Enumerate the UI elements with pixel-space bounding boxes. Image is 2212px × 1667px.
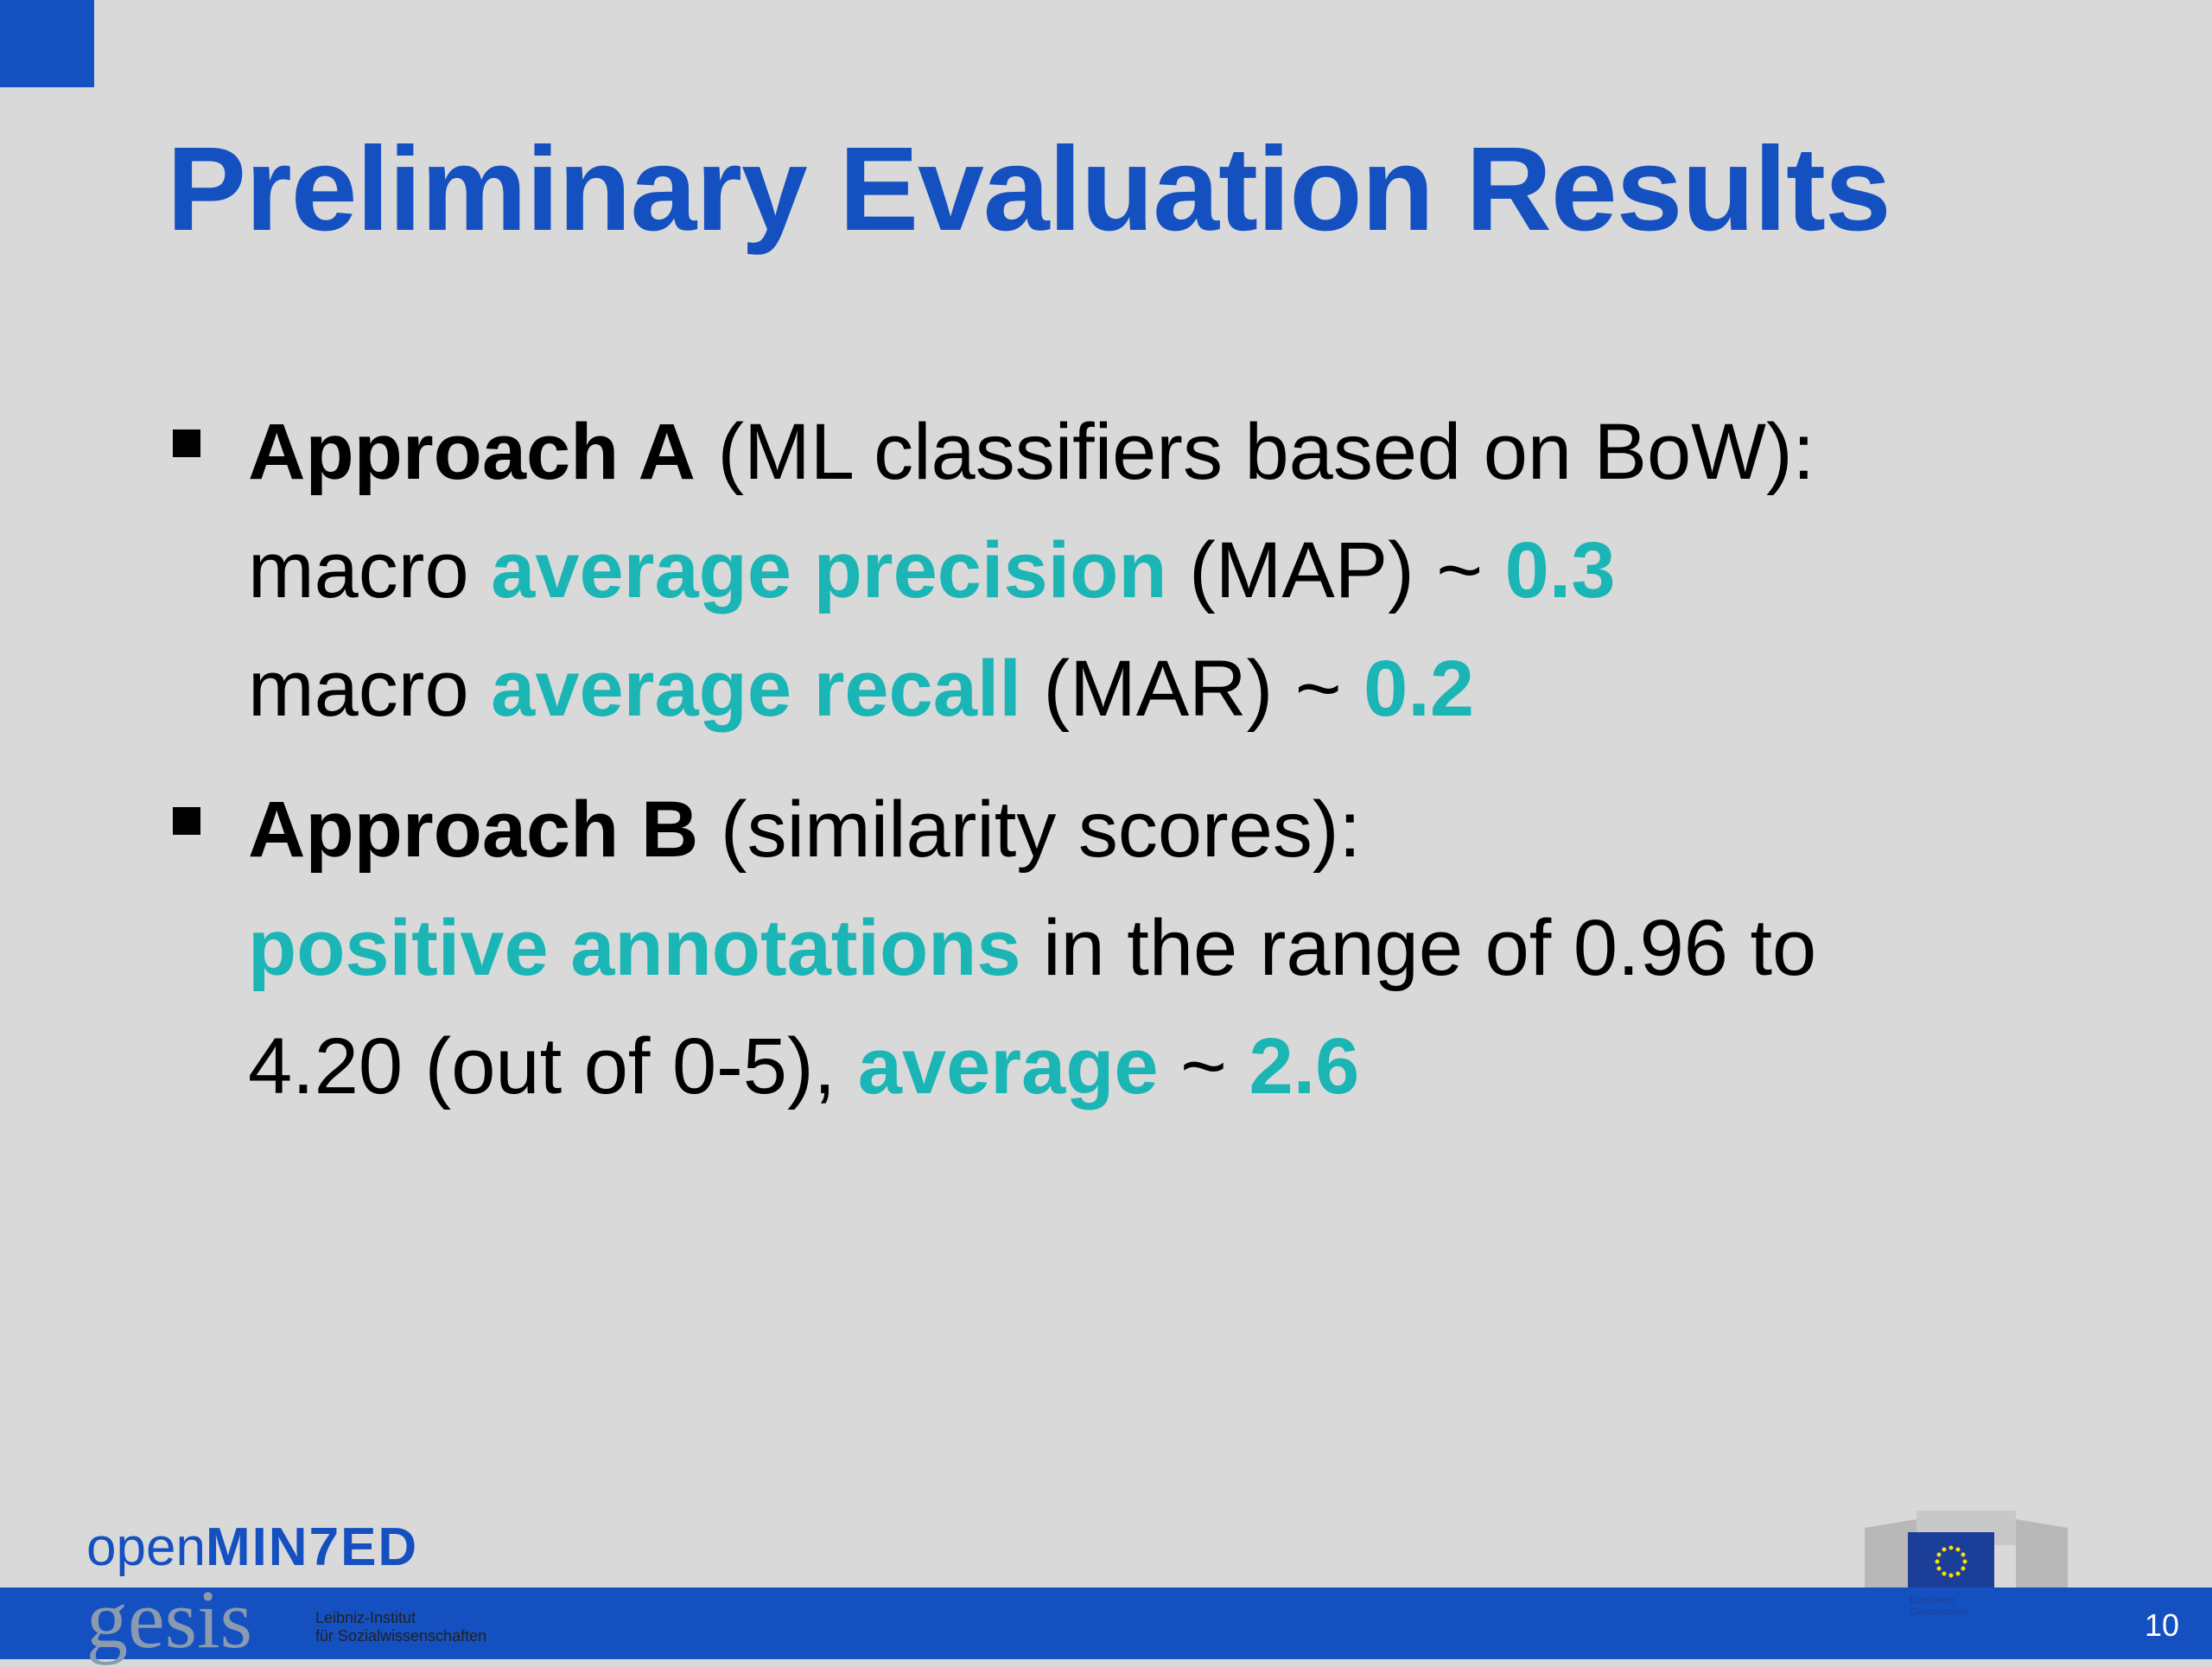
- text-segment: Approach B: [248, 786, 699, 874]
- bullet-line: 4.20 (out of 0-5), average ~ 2.6: [248, 1008, 2212, 1126]
- text-segment: ~: [1158, 1022, 1249, 1110]
- text-segment: (MAP) ~: [1166, 526, 1505, 614]
- text-segment: positive annotations: [248, 904, 1021, 992]
- text-segment: 4.20 (out of 0-5),: [248, 1022, 858, 1110]
- bullet-marker: [173, 429, 200, 457]
- eu-line: European: [1910, 1594, 1955, 1606]
- bullet-line: Approach B (similarity scores):: [248, 771, 2212, 889]
- page-number: 10: [2144, 1607, 2179, 1643]
- bullet-line: macro average precision (MAP) ~ 0.3: [248, 512, 2212, 630]
- bullet-marker: [173, 807, 200, 835]
- gesis-line: Leibniz-Institut: [315, 1609, 416, 1626]
- eu-flag: [1908, 1532, 1994, 1591]
- eu-line: Commission: [1910, 1606, 1967, 1618]
- corner-square: [0, 0, 94, 87]
- text-segment: (ML classifiers based on BoW):: [695, 408, 1815, 496]
- slide-title: Preliminary Evaluation Results: [167, 123, 1891, 256]
- gesis-line: für Sozialwissenschaften: [315, 1627, 487, 1645]
- gesis-logo: gesis: [86, 1573, 252, 1665]
- text-segment: (similarity scores):: [698, 786, 1362, 874]
- text-segment: average recall: [491, 645, 1021, 733]
- bullet-line: positive annotations in the range of 0.9…: [248, 889, 2212, 1008]
- eu-text: European Commission: [1910, 1594, 1967, 1618]
- footer-bar: [0, 1587, 2212, 1659]
- text-segment: macro: [248, 526, 492, 614]
- text-segment: (MAR) ~: [1020, 645, 1364, 733]
- text-segment: 0.2: [1363, 645, 1475, 733]
- text-segment: macro: [248, 645, 492, 733]
- openminted-logo: openMIN7ED: [86, 1517, 418, 1578]
- gesis-text: Leibniz-Institut für Sozialwissenschaften: [315, 1609, 486, 1645]
- text-segment: average precision: [491, 526, 1167, 614]
- logo-open: open: [86, 1517, 206, 1577]
- text-segment: average: [857, 1022, 1159, 1110]
- bullet-list: Approach A (ML classifiers based on BoW)…: [0, 393, 2212, 1148]
- bullet: Approach B (similarity scores): positive …: [0, 771, 2212, 1126]
- bullet-line: macro average recall (MAR) ~ 0.2: [248, 630, 2212, 748]
- text-segment: 0.3: [1504, 526, 1616, 614]
- eu-stars: [1935, 1545, 1967, 1578]
- text-segment: 2.6: [1249, 1022, 1360, 1110]
- text-segment: Approach A: [248, 408, 696, 496]
- text-segment: in the range of 0.96 to: [1020, 904, 1817, 992]
- bullet-line: Approach A (ML classifiers based on BoW)…: [248, 393, 2212, 512]
- logo-minted: MIN7ED: [205, 1517, 419, 1577]
- bullet: Approach A (ML classifiers based on BoW)…: [0, 393, 2212, 748]
